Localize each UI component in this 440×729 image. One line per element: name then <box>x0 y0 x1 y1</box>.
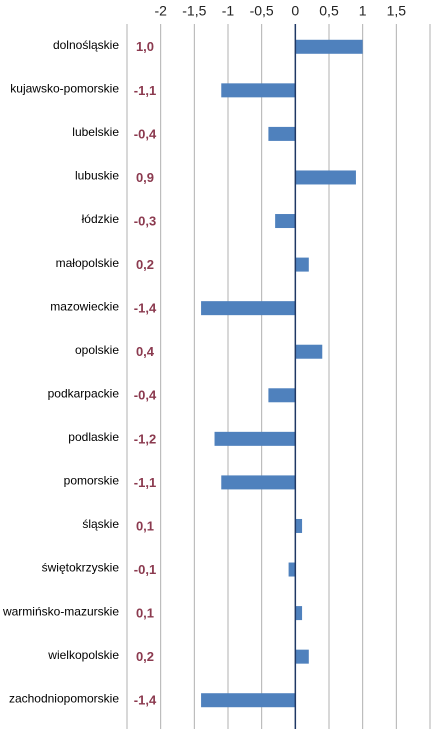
bar <box>268 388 296 403</box>
value-label: -1,2 <box>134 431 156 446</box>
bar <box>295 518 303 533</box>
value-label: 0,1 <box>136 606 154 621</box>
category-label: wielkopolskie <box>47 648 119 662</box>
bar <box>295 39 363 54</box>
bar <box>295 649 309 664</box>
category-label: opolskie <box>75 343 119 357</box>
x-tick-label: 1,5 <box>387 3 407 19</box>
value-label: 0,4 <box>136 344 155 359</box>
x-tick-label: -0,5 <box>250 3 274 19</box>
bar <box>268 126 296 141</box>
x-tick-label: -2 <box>154 3 167 19</box>
value-label: -0,4 <box>134 126 157 141</box>
category-label: małopolskie <box>56 256 120 270</box>
category-label: śląskie <box>82 517 119 531</box>
x-tick-label: -1 <box>222 3 235 19</box>
x-tick-label: 0,5 <box>319 3 339 19</box>
category-label: mazowieckie <box>50 299 119 313</box>
bar <box>288 562 296 577</box>
category-label: łódzkie <box>82 212 120 226</box>
category-label: lubelskie <box>72 125 119 139</box>
x-tick-label: 1 <box>359 3 367 19</box>
bar <box>295 170 356 185</box>
bar <box>221 83 296 98</box>
bar <box>275 214 296 229</box>
value-label: -0,3 <box>134 213 156 228</box>
x-tick-label: 0 <box>291 3 299 19</box>
category-label: podlaskie <box>68 430 119 444</box>
category-label: dolnośląskie <box>53 38 119 52</box>
value-label: 0,1 <box>136 518 154 533</box>
x-tick-label: -1,5 <box>182 3 206 19</box>
value-label: -1,4 <box>134 693 157 708</box>
category-label: podkarpackie <box>48 386 120 400</box>
bar <box>201 301 296 316</box>
value-label: -0,4 <box>134 388 157 403</box>
bar <box>295 606 303 621</box>
value-label: -1,4 <box>134 301 157 316</box>
category-label: zachodniopomorskie <box>9 691 119 705</box>
category-label: warmińsko-mazurskie <box>2 604 119 618</box>
value-label: -1,1 <box>134 475 156 490</box>
value-label: -0,1 <box>134 562 156 577</box>
value-label: 1,0 <box>136 39 154 54</box>
bar <box>221 475 296 490</box>
bar <box>214 431 296 446</box>
category-label: kujawsko-pomorskie <box>10 82 119 96</box>
value-label: 0,2 <box>136 649 154 664</box>
category-label: lubuskie <box>75 169 119 183</box>
bar <box>295 257 309 272</box>
bar <box>201 693 296 708</box>
bar <box>295 344 323 359</box>
category-label: świętokrzyskie <box>42 561 120 575</box>
category-label: pomorskie <box>64 474 120 488</box>
value-label: 0,2 <box>136 257 154 272</box>
value-label: 0,9 <box>136 170 154 185</box>
value-label: -1,1 <box>134 83 156 98</box>
